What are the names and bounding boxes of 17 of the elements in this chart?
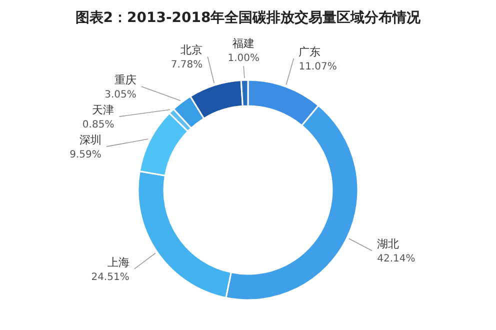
slice-label: 重庆: [114, 74, 136, 87]
data-label: 0.85%: [82, 120, 114, 131]
data-label: 3.05%: [104, 90, 136, 101]
data-label: 42.14%: [377, 254, 416, 265]
slice-label: 广东: [298, 45, 321, 58]
data-label: 1.00%: [228, 53, 260, 64]
data-label: 9.59%: [70, 150, 102, 161]
data-label: 7.78%: [170, 60, 203, 71]
slice-label: 深圳: [79, 134, 102, 147]
slice-label: 湖北: [377, 238, 400, 251]
slice-label: 北京: [180, 44, 203, 57]
data-label: 11.07%: [298, 61, 337, 72]
slice-label: 福建: [232, 37, 255, 50]
slice-label: 上海: [107, 256, 130, 269]
slice-label: 天津: [92, 104, 114, 117]
data-label: 24.51%: [91, 272, 130, 283]
title: 图表2：2013-2018年全国碳排放交易量区域分布情况: [75, 10, 421, 26]
